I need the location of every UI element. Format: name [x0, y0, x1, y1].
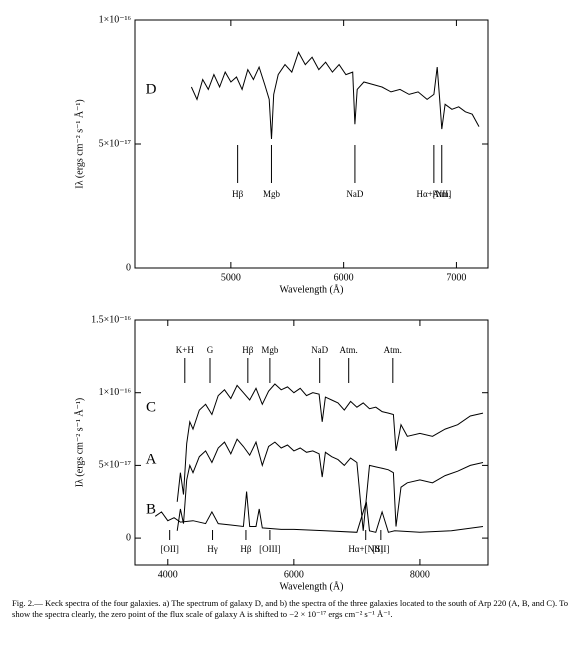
feature-label: [OII]	[160, 544, 179, 554]
feature-label: Atm.	[340, 345, 358, 355]
y-tick-label: 0	[126, 262, 131, 273]
feature-label: [OIII]	[259, 544, 281, 554]
y-tick-label: 0	[126, 532, 131, 543]
feature-label: Mgb	[263, 189, 281, 199]
x-tick-label: 8000	[410, 569, 430, 580]
y-tick-label: 1×10⁻¹⁶	[99, 14, 132, 25]
spectrum-line	[176, 438, 484, 531]
series-label: C	[146, 399, 156, 415]
series-label: B	[146, 501, 156, 517]
feature-label: Atm.	[384, 345, 402, 355]
x-tick-label: 4000	[158, 569, 178, 580]
feature-label: Hβ	[242, 345, 253, 355]
spectrum-line	[154, 491, 484, 533]
series-label: A	[146, 451, 157, 467]
x-axis-label: Wavelength (Å)	[280, 283, 344, 295]
spectrum-line	[190, 50, 480, 140]
y-tick-label: 1.5×10⁻¹⁶	[91, 314, 131, 325]
feature-label: Hβ	[232, 189, 243, 199]
series-label: D	[146, 81, 157, 97]
x-axis-label: Wavelength (Å)	[280, 580, 344, 592]
feature-label: Hα+[NII]	[348, 544, 383, 554]
figure: 0 5×10⁻¹⁷ 1×10⁻¹⁶ 5000 6000 7000 Wavelength (Å…	[73, 14, 489, 592]
spectrum-line	[176, 383, 484, 502]
x-tick-label: 6000	[284, 569, 304, 580]
feature-label: Hα+[NII]	[416, 189, 451, 199]
y-tick-label: 1×10⁻¹⁶	[99, 387, 132, 398]
feature-label: Atm.	[433, 189, 451, 199]
caption: Fig. 2.— Keck spectra of the four galaxi…	[12, 598, 569, 619]
x-tick-label: 5000	[221, 272, 241, 283]
feature-label: G	[207, 345, 214, 355]
y-axis-label: Iλ (ergs cm⁻² s⁻¹ Å⁻¹)	[73, 99, 85, 188]
feature-label: [SII]	[372, 544, 389, 554]
feature-label: Mgb	[261, 345, 279, 355]
feature-label: Hβ	[240, 544, 251, 554]
feature-label: NaD	[311, 345, 328, 355]
feature-label: K+H	[176, 345, 195, 355]
y-tick-label: 5×10⁻¹⁷	[99, 460, 132, 471]
feature-label: Hγ	[207, 544, 217, 554]
y-tick-label: 5×10⁻¹⁷	[99, 138, 132, 149]
x-tick-label: 6000	[334, 272, 354, 283]
plot-frame	[134, 319, 489, 566]
x-tick-label: 7000	[446, 272, 466, 283]
feature-label: NaD	[346, 189, 363, 199]
y-axis-label: Iλ (ergs cm⁻² s⁻¹ Å⁻¹)	[73, 398, 85, 487]
